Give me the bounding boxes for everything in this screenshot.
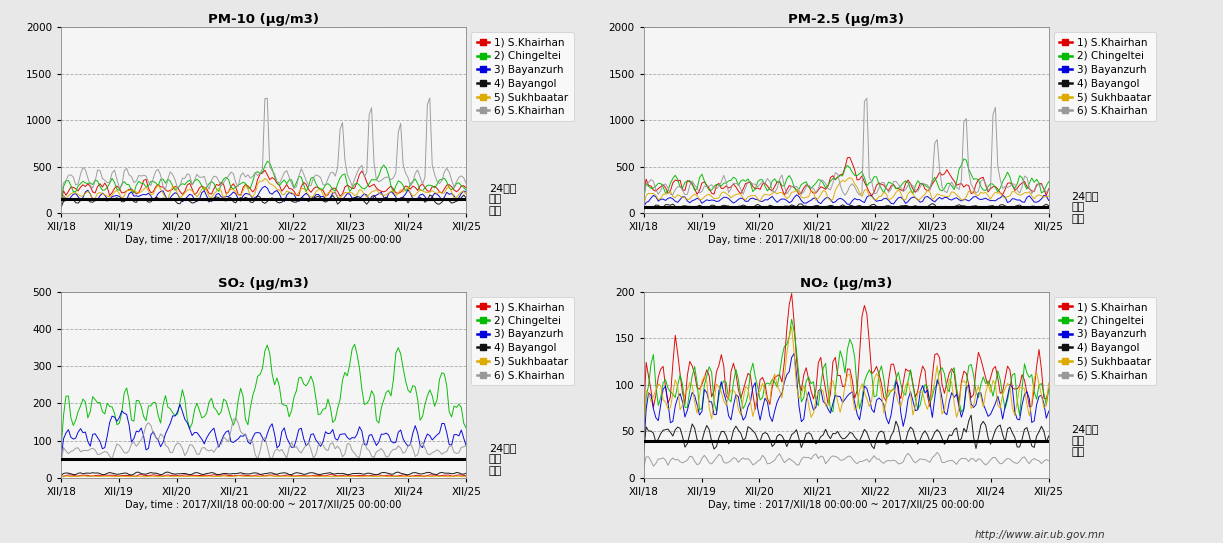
- Text: 24시간
평균
기준: 24시간 평균 기준: [489, 443, 516, 476]
- X-axis label: Day, time : 2017/XII/18 00:00:00 ~ 2017/XII/25 00:00:00: Day, time : 2017/XII/18 00:00:00 ~ 2017/…: [126, 500, 402, 510]
- X-axis label: Day, time : 2017/XII/18 00:00:00 ~ 2017/XII/25 00:00:00: Day, time : 2017/XII/18 00:00:00 ~ 2017/…: [708, 500, 985, 510]
- Legend: 1) S.Khairhan, 2) Chingeltei, 3) Bayanzurh, 4) Bayangol, 5) Sukhbaatar, 6) S.Kha: 1) S.Khairhan, 2) Chingeltei, 3) Bayanzu…: [1054, 33, 1156, 121]
- Text: 24시간
평균
기준: 24시간 평균 기준: [1071, 424, 1098, 457]
- X-axis label: Day, time : 2017/XII/18 00:00:00 ~ 2017/XII/25 00:00:00: Day, time : 2017/XII/18 00:00:00 ~ 2017/…: [126, 235, 402, 245]
- Legend: 1) S.Khairhan, 2) Chingeltei, 3) Bayanzurh, 4) Bayangol, 5) Sukhbaatar, 6) S.Kha: 1) S.Khairhan, 2) Chingeltei, 3) Bayanzu…: [1054, 297, 1156, 386]
- Legend: 1) S.Khairhan, 2) Chingeltei, 3) Bayanzurh, 4) Bayangol, 5) Sukhbaatar, 6) S.Kha: 1) S.Khairhan, 2) Chingeltei, 3) Bayanzu…: [471, 33, 574, 121]
- Text: 24시간
평균
기준: 24시간 평균 기준: [489, 183, 516, 216]
- Legend: 1) S.Khairhan, 2) Chingeltei, 3) Bayanzurh, 4) Bayangol, 5) Sukhbaatar, 6) S.Kha: 1) S.Khairhan, 2) Chingeltei, 3) Bayanzu…: [471, 297, 574, 386]
- Title: NO₂ (μg/m3): NO₂ (μg/m3): [800, 277, 893, 291]
- Title: PM-10 (μg/m3): PM-10 (μg/m3): [208, 13, 319, 26]
- Title: PM-2.5 (μg/m3): PM-2.5 (μg/m3): [789, 13, 904, 26]
- Text: 24시간
평균
기준: 24시간 평균 기준: [1071, 191, 1098, 224]
- Text: http://www.air.ub.gov.mn: http://www.air.ub.gov.mn: [975, 531, 1104, 540]
- X-axis label: Day, time : 2017/XII/18 00:00:00 ~ 2017/XII/25 00:00:00: Day, time : 2017/XII/18 00:00:00 ~ 2017/…: [708, 235, 985, 245]
- Title: SO₂ (μg/m3): SO₂ (μg/m3): [218, 277, 309, 291]
